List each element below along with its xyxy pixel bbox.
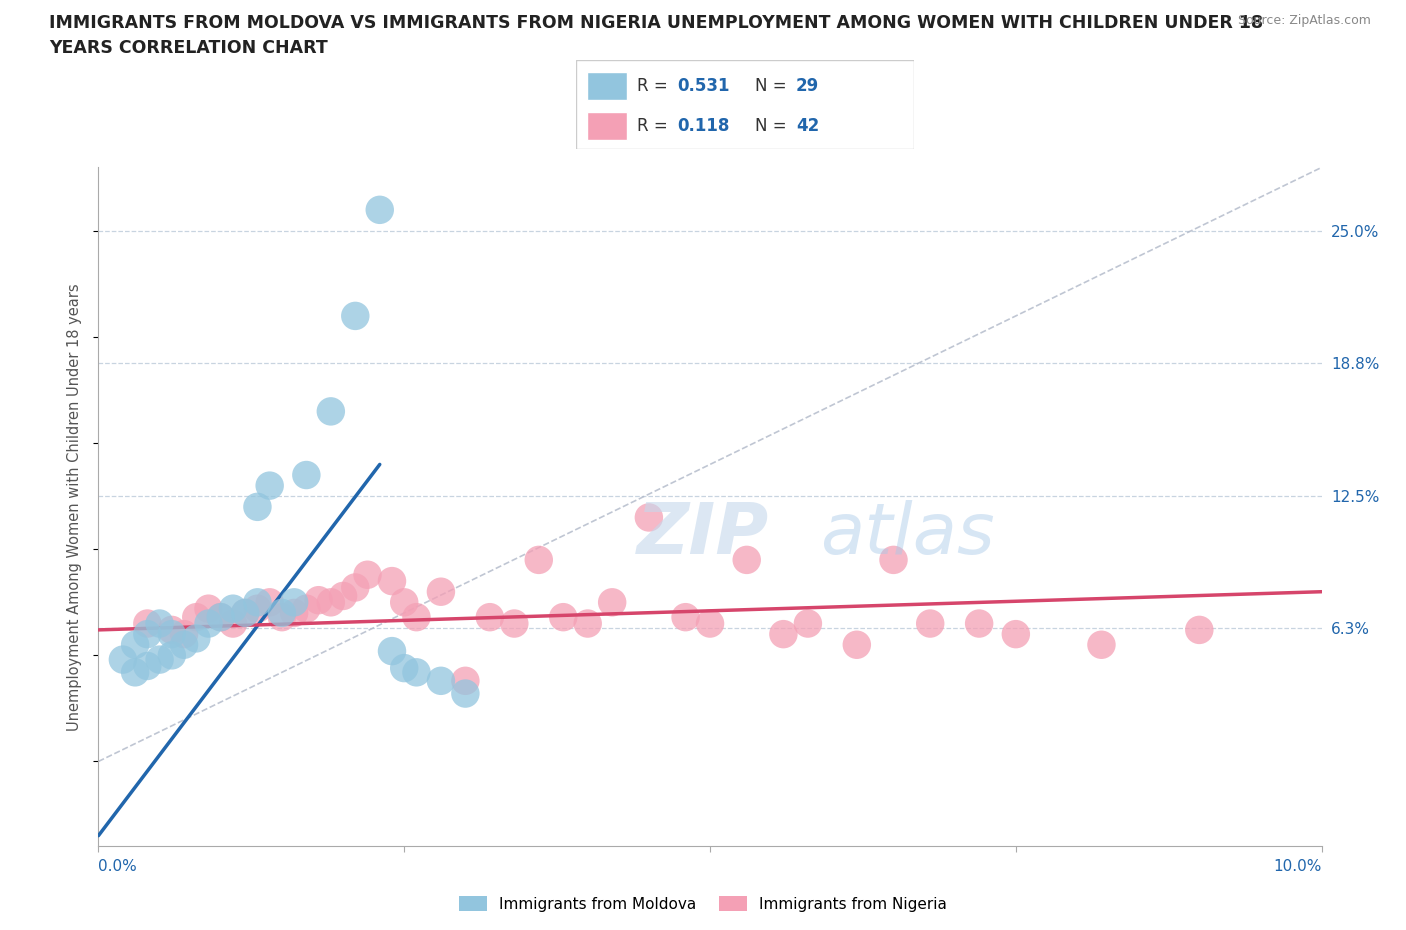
Point — [675, 610, 697, 625]
Point — [772, 627, 794, 642]
Text: 29: 29 — [796, 77, 820, 95]
Point — [553, 610, 575, 625]
Point — [405, 610, 427, 625]
Point — [173, 637, 195, 652]
Point — [246, 499, 269, 514]
Legend: Immigrants from Moldova, Immigrants from Nigeria: Immigrants from Moldova, Immigrants from… — [453, 889, 953, 918]
Point — [233, 605, 256, 620]
Point — [920, 616, 942, 631]
Text: N =: N = — [755, 117, 792, 135]
Point — [259, 478, 281, 493]
FancyBboxPatch shape — [576, 60, 914, 149]
Point — [295, 602, 318, 617]
Point — [173, 627, 195, 642]
Point — [197, 602, 219, 617]
Point — [503, 616, 526, 631]
Point — [319, 595, 342, 610]
Point — [1004, 627, 1026, 642]
Point — [430, 673, 453, 688]
Text: 42: 42 — [796, 117, 820, 135]
Text: YEARS CORRELATION CHART: YEARS CORRELATION CHART — [49, 39, 328, 57]
Point — [209, 610, 232, 625]
Text: 10.0%: 10.0% — [1274, 859, 1322, 874]
Point — [381, 644, 404, 658]
Text: N =: N = — [755, 77, 792, 95]
Bar — [586, 72, 627, 100]
Point — [136, 658, 159, 673]
Point — [1090, 637, 1112, 652]
Text: IMMIGRANTS FROM MOLDOVA VS IMMIGRANTS FROM NIGERIA UNEMPLOYMENT AMONG WOMEN WITH: IMMIGRANTS FROM MOLDOVA VS IMMIGRANTS FR… — [49, 14, 1264, 32]
Point — [136, 616, 159, 631]
Point — [381, 574, 404, 589]
Y-axis label: Unemployment Among Women with Children Under 18 years: Unemployment Among Women with Children U… — [67, 283, 83, 731]
Point — [967, 616, 990, 631]
Point — [735, 552, 758, 567]
Text: 0.0%: 0.0% — [98, 859, 138, 874]
Bar — [586, 112, 627, 140]
Point — [283, 605, 305, 620]
Point — [295, 468, 318, 483]
Point — [209, 610, 232, 625]
Point — [344, 580, 367, 595]
Point — [270, 605, 292, 620]
Point — [124, 637, 146, 652]
Point — [600, 595, 623, 610]
Point — [392, 595, 416, 610]
Point — [845, 637, 868, 652]
Point — [149, 652, 172, 667]
Point — [319, 404, 342, 418]
Point — [392, 660, 416, 675]
Point — [259, 595, 281, 610]
Point — [368, 203, 391, 218]
Point — [883, 552, 905, 567]
Text: R =: R = — [637, 117, 673, 135]
Point — [478, 610, 501, 625]
Point — [136, 627, 159, 642]
Point — [699, 616, 721, 631]
Text: Source: ZipAtlas.com: Source: ZipAtlas.com — [1237, 14, 1371, 27]
Text: atlas: atlas — [820, 499, 994, 568]
Point — [270, 610, 292, 625]
Point — [308, 592, 330, 607]
Point — [797, 616, 820, 631]
Point — [332, 589, 354, 604]
Point — [124, 665, 146, 680]
Point — [246, 595, 269, 610]
Point — [160, 627, 183, 642]
Point — [344, 309, 367, 324]
Text: 0.118: 0.118 — [678, 117, 730, 135]
Point — [283, 595, 305, 610]
Point — [246, 602, 269, 617]
Point — [356, 567, 378, 582]
Point — [233, 605, 256, 620]
Point — [637, 510, 661, 525]
Point — [149, 616, 172, 631]
Point — [197, 616, 219, 631]
Text: ZIP: ZIP — [637, 499, 769, 568]
Point — [430, 584, 453, 599]
Point — [160, 648, 183, 663]
Point — [186, 610, 208, 625]
Text: R =: R = — [637, 77, 673, 95]
Point — [527, 552, 550, 567]
Point — [576, 616, 599, 631]
Point — [1188, 622, 1211, 637]
Point — [186, 631, 208, 645]
Point — [454, 686, 477, 701]
Point — [222, 602, 245, 617]
Text: 0.531: 0.531 — [678, 77, 730, 95]
Point — [222, 616, 245, 631]
Point — [454, 673, 477, 688]
Point — [111, 652, 134, 667]
Point — [405, 665, 427, 680]
Point — [160, 622, 183, 637]
